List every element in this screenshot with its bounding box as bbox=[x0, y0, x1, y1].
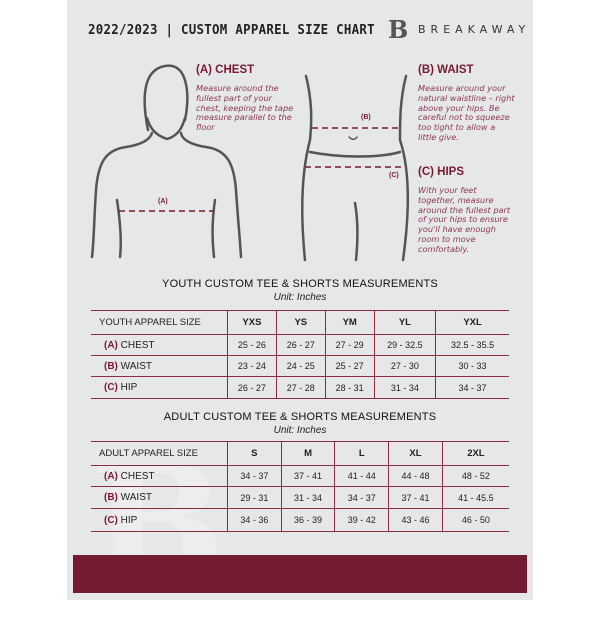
table-cell: 23 - 24 bbox=[227, 355, 277, 377]
header-cell: M bbox=[280, 441, 335, 466]
row-label: (A) CHEST bbox=[91, 334, 228, 356]
table-row: (A) CHEST 34 - 37 37 - 41 41 - 44 44 - 4… bbox=[91, 465, 509, 487]
header-cell: YS bbox=[275, 310, 326, 335]
header-cell: YOUTH APPAREL SIZE bbox=[91, 310, 228, 335]
table-cell: 37 - 41 bbox=[388, 486, 443, 509]
table-row: (C) HIP 34 - 36 36 - 39 39 - 42 43 - 46 … bbox=[91, 508, 509, 532]
table-row: (B) WAIST 29 - 31 31 - 34 34 - 37 37 - 4… bbox=[91, 486, 509, 509]
table-cell: 30 - 33 bbox=[435, 355, 509, 377]
table-cell: 43 - 46 bbox=[388, 508, 443, 532]
table-header-row: ADULT APPAREL SIZE S M L XL 2XL bbox=[91, 441, 509, 466]
table-row: (A) CHEST 25 - 26 26 - 27 27 - 29 29 - 3… bbox=[91, 334, 509, 356]
header-cell: L bbox=[334, 441, 389, 466]
row-label: (B) WAIST bbox=[91, 486, 228, 509]
table-cell: 26 - 27 bbox=[275, 334, 326, 356]
table-cell: 28 - 31 bbox=[324, 376, 375, 399]
footer-bar bbox=[73, 555, 527, 593]
header-cell: YM bbox=[324, 310, 375, 335]
lower-body-outline-icon bbox=[301, 74, 410, 262]
hips-marker: (C) bbox=[389, 172, 399, 179]
waist-marker: (B) bbox=[361, 114, 371, 121]
table-cell: 31 - 34 bbox=[373, 376, 436, 399]
header-cell: ADULT APPAREL SIZE bbox=[91, 441, 228, 466]
chest-description: Measure around the fullest part of your … bbox=[196, 83, 294, 133]
brand-name: BREAKAWAY bbox=[418, 23, 531, 36]
adult-size-table: ADULT APPAREL SIZE S M L XL 2XL (A) CHES… bbox=[91, 441, 509, 532]
table-cell: 44 - 48 bbox=[388, 465, 443, 487]
header-cell: S bbox=[227, 441, 282, 466]
waist-description: Measure around your natural waistline – … bbox=[418, 83, 515, 142]
table-cell: 25 - 26 bbox=[227, 334, 277, 356]
adult-unit: Unit: Inches bbox=[273, 425, 327, 436]
header-cell: YXS bbox=[227, 310, 277, 335]
table-cell: 27 - 28 bbox=[275, 376, 326, 399]
body-figures bbox=[90, 64, 410, 262]
table-cell: 48 - 52 bbox=[441, 465, 509, 487]
table-cell: 26 - 27 bbox=[227, 376, 277, 399]
table-cell: 34 - 37 bbox=[334, 486, 389, 509]
row-label: (C) HIP bbox=[91, 376, 228, 399]
chest-marker: (A) bbox=[158, 198, 168, 205]
table-cell: 25 - 27 bbox=[324, 355, 375, 377]
table-cell: 27 - 30 bbox=[373, 355, 436, 377]
adult-section-title: ADULT CUSTOM TEE & SHORTS MEASUREMENTS bbox=[163, 411, 437, 423]
upper-body-outline-icon bbox=[90, 64, 243, 259]
table-cell: 41 - 45.5 bbox=[441, 486, 509, 509]
table-cell: 37 - 41 bbox=[280, 465, 335, 487]
table-cell: 32.5 - 35.5 bbox=[435, 334, 509, 356]
header-cell: 2XL bbox=[441, 441, 509, 466]
row-label: (B) WAIST bbox=[91, 355, 228, 377]
header-cell: XL bbox=[388, 441, 443, 466]
brand-logo-icon: B bbox=[388, 15, 409, 44]
table-header-row: YOUTH APPAREL SIZE YXS YS YM YL YXL bbox=[91, 310, 509, 335]
table-cell: 34 - 36 bbox=[227, 508, 282, 532]
youth-size-table: YOUTH APPAREL SIZE YXS YS YM YL YXL (A) … bbox=[91, 310, 509, 399]
chest-heading: (A) CHEST bbox=[196, 64, 255, 76]
header-cell: YL bbox=[373, 310, 436, 335]
waist-heading: (B) WAIST bbox=[418, 64, 474, 76]
row-label: (C) HIP bbox=[91, 508, 228, 532]
hips-description: With your feet together, measure around … bbox=[418, 185, 511, 254]
hips-heading: (C) HIPS bbox=[418, 166, 464, 178]
page-title: 2022/2023 | CUSTOM APPAREL SIZE CHART bbox=[88, 22, 375, 38]
table-cell: 34 - 37 bbox=[435, 376, 509, 399]
table-row: (C) HIP 26 - 27 27 - 28 28 - 31 31 - 34 … bbox=[91, 376, 509, 399]
row-label: (A) CHEST bbox=[91, 465, 228, 487]
header-cell: YXL bbox=[435, 310, 509, 335]
table-cell: 29 - 31 bbox=[227, 486, 282, 509]
table-cell: 29 - 32.5 bbox=[373, 334, 436, 356]
table-cell: 46 - 50 bbox=[441, 508, 509, 532]
youth-section-title: YOUTH CUSTOM TEE & SHORTS MEASUREMENTS bbox=[162, 278, 438, 290]
table-cell: 34 - 37 bbox=[227, 465, 282, 487]
table-cell: 31 - 34 bbox=[280, 486, 335, 509]
table-cell: 36 - 39 bbox=[280, 508, 335, 532]
table-cell: 24 - 25 bbox=[275, 355, 326, 377]
table-row: (B) WAIST 23 - 24 24 - 25 25 - 27 27 - 3… bbox=[91, 355, 509, 377]
table-cell: 27 - 29 bbox=[324, 334, 375, 356]
table-cell: 41 - 44 bbox=[334, 465, 389, 487]
table-cell: 39 - 42 bbox=[334, 508, 389, 532]
youth-unit: Unit: Inches bbox=[273, 292, 327, 303]
